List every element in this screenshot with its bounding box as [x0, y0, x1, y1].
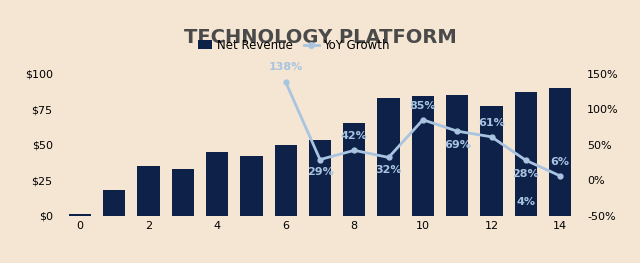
Text: 42%: 42%	[341, 131, 367, 141]
Text: 69%: 69%	[444, 140, 470, 150]
Bar	[378, 98, 400, 216]
Text: 29%: 29%	[307, 167, 333, 177]
Bar	[446, 95, 468, 216]
Text: 4%: 4%	[516, 197, 535, 207]
Text: 61%: 61%	[478, 118, 505, 128]
Bar	[138, 166, 159, 216]
Bar	[309, 140, 331, 216]
Bar	[412, 96, 434, 216]
Bar	[240, 156, 262, 216]
Bar	[481, 106, 502, 216]
Bar	[515, 92, 537, 216]
Bar	[549, 88, 572, 216]
Text: 6%: 6%	[550, 157, 570, 167]
Text: 138%: 138%	[269, 62, 303, 72]
Title: TECHNOLOGY PLATFORM: TECHNOLOGY PLATFORM	[184, 28, 456, 47]
Bar	[275, 145, 297, 216]
Text: 32%: 32%	[375, 165, 402, 175]
Legend: Net Revenue, YoY Growth: Net Revenue, YoY Growth	[193, 34, 394, 57]
Text: 28%: 28%	[513, 169, 539, 179]
Bar	[103, 190, 125, 216]
Bar	[68, 214, 91, 216]
Bar	[206, 152, 228, 216]
Bar	[172, 169, 194, 216]
Bar	[343, 123, 365, 216]
Text: 85%: 85%	[410, 101, 436, 111]
